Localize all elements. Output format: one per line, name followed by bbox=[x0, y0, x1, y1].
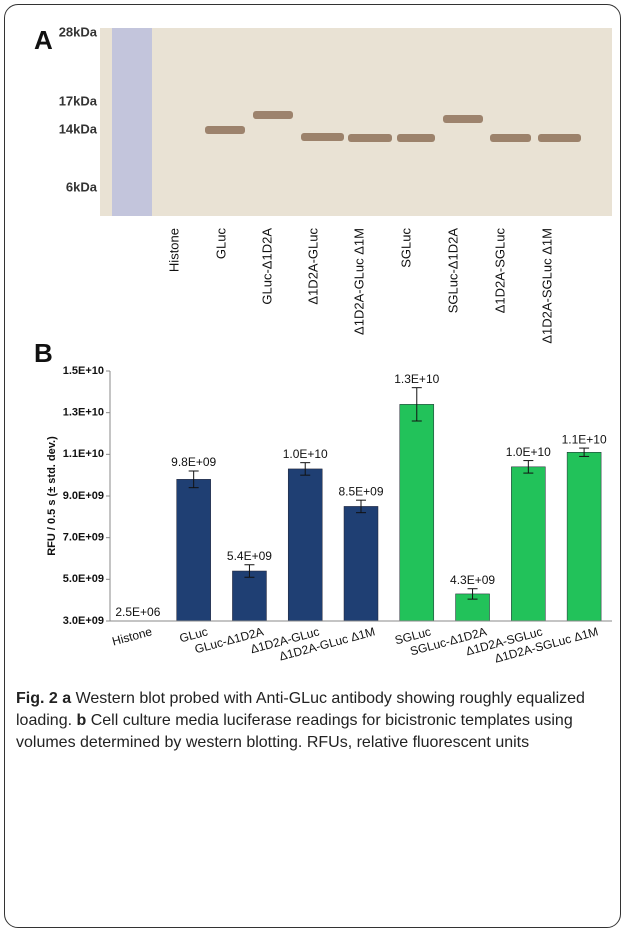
value-label: 9.8E+09 bbox=[171, 455, 216, 469]
lane-label: SGLuc-Δ1D2A bbox=[445, 228, 460, 314]
lane-label: SGLuc bbox=[398, 228, 413, 268]
y-tick-label: 9.0E+09 bbox=[63, 490, 104, 502]
marker-label: 17kDa bbox=[59, 93, 98, 108]
value-label: 1.0E+10 bbox=[506, 445, 551, 459]
lane-label: Δ1D2A-GLuc bbox=[305, 228, 320, 305]
x-tick-label: Histone bbox=[111, 624, 154, 648]
bar bbox=[399, 404, 435, 621]
part-label: a bbox=[62, 690, 72, 707]
blot bbox=[100, 28, 612, 216]
y-tick-label: 1.1E+10 bbox=[63, 448, 104, 460]
y-tick-label: 1.3E+10 bbox=[63, 407, 104, 419]
frame bbox=[4, 4, 621, 928]
bar bbox=[566, 452, 602, 621]
lane-label: GLuc-Δ1D2A bbox=[259, 228, 274, 305]
value-label: 4.3E+09 bbox=[450, 573, 495, 587]
value-label: 2.5E+06 bbox=[115, 605, 160, 619]
marker-label: 28kDa bbox=[59, 24, 98, 39]
part-label: b bbox=[76, 712, 87, 729]
y-tick-label: 3.0E+09 bbox=[63, 615, 104, 627]
value-label: 5.4E+09 bbox=[227, 549, 272, 563]
caption-text: Western blot probed with Anti-GLuc antib… bbox=[16, 690, 585, 729]
y-tick-label: 7.0E+09 bbox=[63, 532, 104, 544]
lane-label: Δ1D2A-GLuc Δ1M bbox=[351, 228, 366, 335]
value-label: 1.1E+10 bbox=[562, 432, 607, 446]
bar bbox=[176, 479, 211, 621]
y-tick-label: 5.0E+09 bbox=[63, 573, 104, 585]
figure-label: Fig. 2 bbox=[16, 690, 58, 707]
lane-label: Δ1D2A-SGLuc Δ1M bbox=[539, 228, 554, 344]
ladder-lane bbox=[112, 28, 152, 216]
caption-text: Cell culture media luciferase readings f… bbox=[16, 712, 573, 751]
value-label: 8.5E+09 bbox=[338, 484, 383, 498]
bar bbox=[511, 466, 546, 621]
lane-label: Histone bbox=[166, 228, 181, 272]
bar bbox=[287, 468, 323, 621]
bar bbox=[232, 570, 267, 621]
value-label: 1.0E+10 bbox=[283, 447, 328, 461]
lane-label: Δ1D2A-SGLuc bbox=[492, 228, 507, 314]
plot-area bbox=[120, 404, 602, 621]
marker-label: 14kDa bbox=[59, 121, 98, 136]
lane-label: GLuc bbox=[213, 228, 228, 260]
bands bbox=[205, 111, 581, 142]
bar bbox=[343, 506, 379, 621]
value-label: 1.3E+10 bbox=[394, 372, 439, 386]
panel-label: B bbox=[34, 338, 53, 368]
caption: Fig. 2 a Western blot probed with Anti-G… bbox=[16, 688, 612, 754]
y-axis-label: RFU / 0.5 s (± std. dev.) bbox=[46, 436, 58, 556]
y-tick-label: 1.5E+10 bbox=[63, 365, 104, 377]
panel-label: A bbox=[34, 25, 53, 55]
marker-label: 6kDa bbox=[66, 179, 98, 194]
